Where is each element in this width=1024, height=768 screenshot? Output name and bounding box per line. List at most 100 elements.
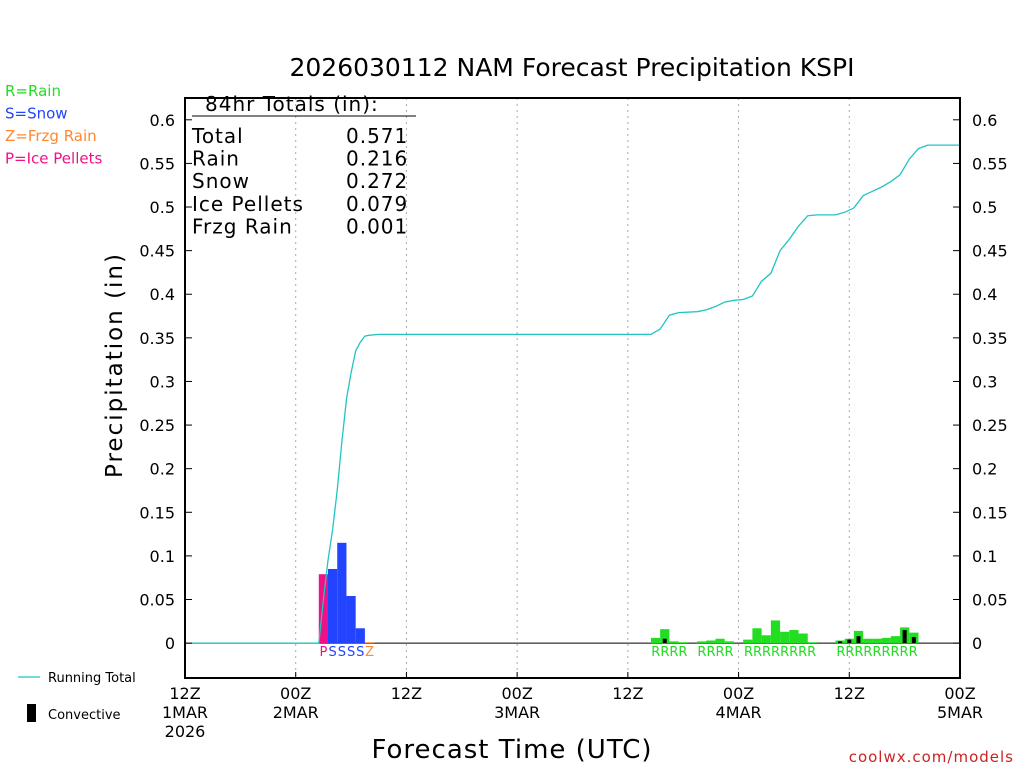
precip-type-label: RRRRRRRR — [744, 645, 816, 660]
y-tick-label-left: 0 — [165, 634, 175, 653]
totals-row-label: Frzg Rain — [192, 214, 293, 238]
x-tick-label: 00Z — [723, 684, 754, 703]
precip-type-label: S — [347, 645, 355, 660]
precip-type-label: S — [338, 645, 346, 660]
y-tick-label-left: 0.35 — [139, 329, 175, 348]
y-tick-label-right: 0.55 — [972, 154, 1008, 173]
x-tick-label: 12Z — [834, 684, 865, 703]
precip-bar — [743, 639, 753, 644]
totals-row-value: 0.272 — [346, 169, 408, 193]
x-tick-label: 12Z — [169, 684, 200, 703]
totals-row-value: 0.079 — [346, 192, 408, 216]
precip-bar — [761, 635, 771, 644]
x-tick-label: 12Z — [612, 684, 643, 703]
totals-box: 84hr Totals (in): Total 0.571 Rain 0.216 Sno… — [191, 92, 416, 238]
precip-bar — [881, 637, 891, 644]
y-tick-label-right: 0.4 — [972, 285, 997, 304]
precip-bar — [346, 596, 356, 644]
y-tick-label-left: 0.05 — [139, 591, 175, 610]
precip-type-labels: P S S S S Z RRRR RRRR RRRRRRRR RRRRRRRRR — [319, 645, 917, 660]
y-tick-label-left: 0.55 — [139, 154, 175, 173]
y-tick-label-right: 0.45 — [972, 242, 1008, 261]
x-axis-label: Forecast Time (UTC) — [371, 735, 652, 765]
y-axis-ticks: 0 0 0.05 0.05 0.1 0.1 0.15 0.15 0.2 0.2 0.25 0.25 0.… — [139, 111, 1007, 653]
totals-row-value: 0.571 — [346, 124, 408, 148]
convective-bar — [838, 641, 843, 644]
convective-bar — [856, 636, 861, 644]
precip-bar — [697, 641, 707, 644]
y-tick-label-left: 0.2 — [150, 460, 175, 479]
y-tick-label-right: 0.1 — [972, 547, 997, 566]
precip-bar — [752, 628, 762, 644]
y-tick-label-right: 0.3 — [972, 372, 997, 391]
totals-row-value: 0.001 — [346, 214, 408, 238]
y-tick-label-right: 0.6 — [972, 111, 997, 130]
totals-header: 84hr Totals (in): — [205, 92, 379, 116]
totals-row-label: Ice Pellets — [192, 192, 304, 216]
convective-bar — [911, 637, 916, 644]
precip-bar — [364, 642, 375, 644]
precip-bar — [724, 641, 734, 644]
x-tick-label: 2026 — [165, 722, 206, 741]
y-axis-label: Precipitation (in) — [102, 252, 128, 478]
convective-legend-swatch — [27, 704, 36, 722]
precip-type-label: Z — [365, 645, 374, 660]
y-tick-label-right: 0.05 — [972, 591, 1008, 610]
y-tick-label-right: 0 — [972, 634, 982, 653]
precip-type-label: S — [328, 645, 336, 660]
x-tick-label: 12Z — [391, 684, 422, 703]
precip-bar — [337, 542, 347, 644]
y-tick-label-left: 0.6 — [150, 111, 175, 130]
totals-row-label: Rain — [192, 147, 240, 171]
precip-type-legend-item: Z=Frzg Rain — [5, 127, 97, 145]
y-tick-label-right: 0.25 — [972, 416, 1008, 435]
precip-bar — [807, 642, 817, 644]
precip-type-label: RRRR — [651, 645, 687, 660]
precip-bar — [328, 568, 338, 644]
precip-bar — [669, 641, 679, 644]
totals-row-label: Snow — [192, 169, 250, 193]
x-tick-label: 2MAR — [273, 703, 319, 722]
precip-bar — [706, 640, 716, 644]
x-tick-label: 4MAR — [716, 703, 762, 722]
chart-title: 2026030112 NAM Forecast Precipitation KS… — [290, 53, 855, 82]
plot-frame — [184, 97, 961, 679]
precip-bar — [660, 629, 670, 644]
precip-bar — [770, 620, 781, 644]
precip-type-label: S — [356, 645, 364, 660]
y-tick-label-left: 0.15 — [139, 503, 175, 522]
precip-bar — [318, 574, 329, 644]
x-tick-label: 1MAR — [162, 703, 208, 722]
running-total-legend-label: Running Total — [48, 671, 136, 686]
convective-bar — [847, 639, 852, 644]
grid-lines — [185, 98, 960, 678]
x-tick-label: 3MAR — [494, 703, 540, 722]
y-tick-label-left: 0.45 — [139, 242, 175, 261]
y-tick-label-right: 0.2 — [972, 460, 997, 479]
x-tick-label: 00Z — [280, 684, 311, 703]
precip-type-legend-item: P=Ice Pellets — [5, 150, 102, 168]
y-tick-label-left: 0.1 — [150, 547, 175, 566]
convective-legend-label: Convective — [48, 708, 121, 723]
y-tick-label-left: 0.4 — [150, 285, 175, 304]
y-tick-label-left: 0.3 — [150, 372, 175, 391]
totals-row-label: Total — [191, 124, 244, 148]
precip-bar — [890, 636, 901, 644]
x-tick-label: 00Z — [501, 684, 532, 703]
totals-row-value: 0.216 — [346, 147, 408, 171]
y-tick-label-left: 0.5 — [150, 198, 175, 217]
precip-bar — [678, 642, 688, 644]
precip-type-legend-item: S=Snow — [5, 105, 68, 123]
precip-type-label: RRRRRRRRR — [836, 645, 917, 660]
x-tick-label: 5MAR — [937, 703, 983, 722]
precip-bar — [872, 638, 882, 644]
convective-bar — [902, 630, 907, 644]
precip-type-label: P — [319, 645, 327, 660]
precip-bar — [789, 630, 799, 644]
y-tick-label-left: 0.25 — [139, 416, 175, 435]
precip-type-label: RRRR — [697, 645, 733, 660]
precip-bar — [780, 631, 790, 644]
convective-bar — [662, 638, 667, 644]
